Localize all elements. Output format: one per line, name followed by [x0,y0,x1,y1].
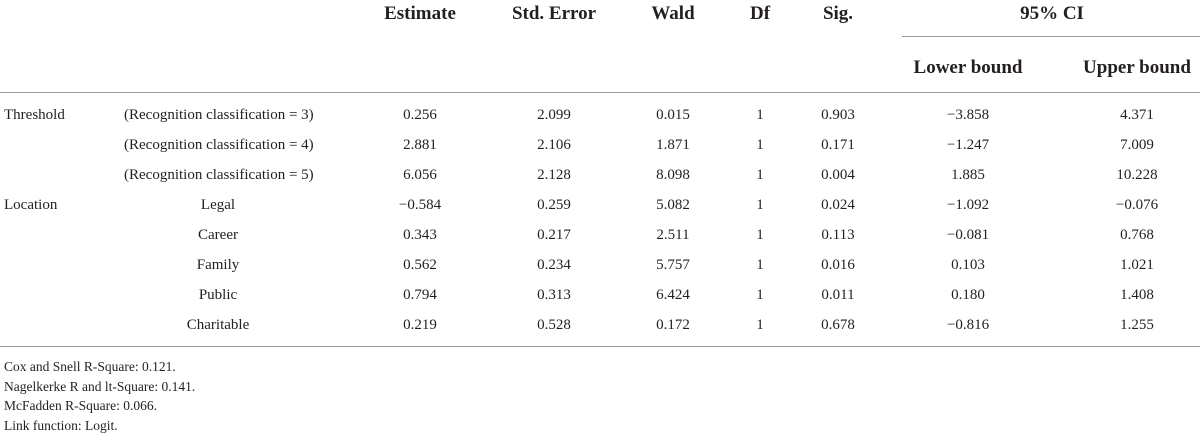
cell-lower: −3.858 [946,107,990,123]
cell-lower: 0.180 [951,287,985,303]
cell-std-error: 2.128 [537,167,571,183]
cell-wald: 0.015 [656,107,690,123]
cell-std-error: 2.099 [537,107,571,123]
row-term: Career [198,227,238,243]
cell-wald: 5.757 [656,257,690,273]
header-ci: 95% CI [1020,3,1084,24]
header-std-error: Std. Error [511,3,597,24]
cell-upper: 4.371 [1120,107,1154,123]
footnote-link: Link function: Logit. [4,417,118,433]
row-term: (Recognition classification = 4) [124,137,314,153]
header-upper-bound: Upper bound [1083,57,1191,78]
cell-sig: 0.016 [821,257,855,273]
cell-estimate: 0.343 [403,227,437,243]
cell-df: 1 [756,137,764,153]
row-term: Public [198,287,238,303]
cell-wald: 5.082 [656,197,690,213]
cell-sig: 0.113 [821,227,855,243]
ci-subheader-rule [902,36,1200,37]
table-footnotes: Cox and Snell R-Square: 0.121. Nagelkerk… [4,357,195,435]
cell-estimate: 2.881 [403,137,437,153]
cell-lower: 0.103 [951,257,985,273]
header-estimate: Estimate [384,3,456,24]
cell-lower: −1.247 [946,137,990,153]
cell-estimate: 0.794 [403,287,437,303]
cell-sig: 0.004 [821,167,855,183]
cell-sig: 0.011 [821,287,855,303]
cell-df: 1 [756,227,764,243]
cell-estimate: −0.584 [398,197,442,213]
row-group-label: Threshold [4,107,65,123]
cell-df: 1 [756,317,764,333]
cell-df: 1 [756,197,764,213]
footnote-nagelkerke: Nagelkerke R and lt-Square: 0.141. [4,378,196,394]
cell-estimate: 0.219 [403,317,437,333]
cell-upper: 7.009 [1120,137,1154,153]
cell-df: 1 [756,257,764,273]
row-term: Charitable [186,317,250,333]
cell-wald: 1.871 [656,137,690,153]
cell-lower: −0.816 [946,317,990,333]
row-term: (Recognition classification = 3) [124,107,314,123]
header-df: Df [749,3,771,24]
cell-df: 1 [756,167,764,183]
cell-upper: 1.021 [1120,257,1154,273]
cell-lower: −1.092 [946,197,990,213]
cell-std-error: 0.217 [537,227,571,243]
cell-std-error: 0.259 [537,197,571,213]
cell-std-error: 0.234 [537,257,571,273]
row-term: Legal [200,197,236,213]
footnote-mcfadden: McFadden R-Square: 0.066. [4,398,157,413]
cell-upper: 0.768 [1120,227,1154,243]
cell-wald: 2.511 [656,227,690,243]
row-term: Family [196,257,240,273]
cell-std-error: 2.106 [537,137,571,153]
cell-sig: 0.903 [821,107,855,123]
cell-upper: 1.408 [1120,287,1154,303]
cell-sig: 0.024 [821,197,855,213]
cell-std-error: 0.313 [537,287,571,303]
row-term: (Recognition classification = 5) [124,167,314,183]
footnote-cox-snell: Cox and Snell R-Square: 0.121. [4,359,176,374]
header-wald: Wald [651,3,695,24]
cell-lower: 1.885 [951,167,985,183]
cell-sig: 0.171 [821,137,855,153]
cell-wald: 6.424 [656,287,690,303]
cell-estimate: 0.562 [403,257,437,273]
header-rule [0,92,1200,93]
header-sig: Sig. [822,3,854,24]
cell-df: 1 [756,287,764,303]
cell-estimate: 0.256 [403,107,437,123]
cell-upper: 10.228 [1116,167,1158,183]
cell-lower: −0.081 [946,227,990,243]
cell-std-error: 0.528 [537,317,571,333]
cell-sig: 0.678 [821,317,855,333]
row-group-label: Location [4,197,58,213]
cell-wald: 0.172 [656,317,690,333]
table-bottom-rule [0,346,1200,347]
cell-upper: 1.255 [1120,317,1154,333]
cell-df: 1 [756,107,764,123]
cell-upper: −0.076 [1115,197,1159,213]
cell-wald: 8.098 [656,167,690,183]
cell-estimate: 6.056 [403,167,437,183]
header-lower-bound: Lower bound [913,57,1023,78]
